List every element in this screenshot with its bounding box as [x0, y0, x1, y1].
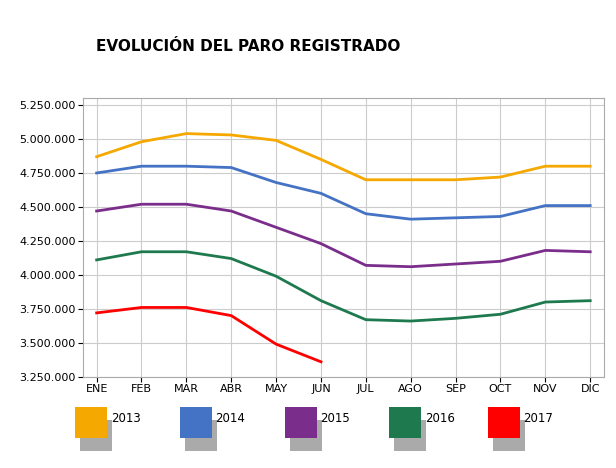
Text: 2015: 2015 [320, 412, 350, 425]
Text: 2017: 2017 [524, 412, 553, 425]
Text: EVOLUCIÓN DEL PARO REGISTRADO: EVOLUCIÓN DEL PARO REGISTRADO [96, 39, 400, 54]
Text: 2013: 2013 [111, 412, 140, 425]
Text: 2013 - 2017: 2013 - 2017 [96, 77, 184, 90]
Text: 2016: 2016 [425, 412, 455, 425]
Text: 2014: 2014 [216, 412, 245, 425]
